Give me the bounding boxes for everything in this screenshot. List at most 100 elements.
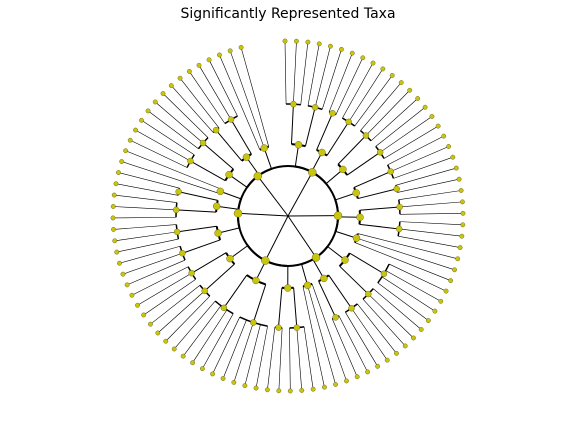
clade-node [329,110,336,117]
branch-line [293,287,298,328]
branch-line [177,225,217,233]
leaf-node [432,308,438,314]
branch-line [190,160,226,182]
leaf-node [287,388,293,394]
branch-line [114,231,178,242]
branch-line [393,156,453,179]
leaf-node [438,298,444,304]
branch-line [335,57,364,115]
clade-node [233,209,243,218]
branch-line [351,308,388,361]
branch-line [212,316,241,375]
clade-node [318,148,326,157]
leaf-node [457,245,463,250]
branch-line [257,175,289,217]
clade-node [380,270,388,277]
branch-line [130,139,188,168]
leaf-node [242,383,248,389]
clade-node [348,305,355,312]
leaf-node [171,346,177,352]
leaf-node [119,159,125,164]
branch-line [113,206,177,211]
clade-node [242,153,251,161]
clade-node [365,290,372,298]
branch-line [174,300,216,350]
leaf-node [155,330,161,336]
leaf-node [375,363,380,369]
branch-line [354,242,451,281]
branch-line [171,85,214,133]
clade-node [216,187,225,196]
branch-line [360,82,402,131]
clade-node [293,324,301,331]
branch-line [362,298,406,347]
clade-node [387,168,394,175]
leaf-node [394,350,399,356]
leaf-node [316,41,322,47]
leaf-node [110,204,116,209]
branch-line [342,62,374,119]
leaf-node [117,260,122,266]
leaf-node [294,38,299,44]
leaf-node [113,181,119,187]
clade-node [341,256,349,264]
chart-title: Significantly Represented Taxa [180,6,396,22]
branch-line [375,107,426,147]
leaf-node [133,127,138,133]
branch-line [178,191,218,201]
branch-line [192,309,228,363]
leaf-node [328,43,333,49]
clade-node [212,126,220,134]
branch-line [399,213,463,215]
clade-node [308,168,317,177]
branch-line [331,318,358,377]
branch-line [143,279,196,316]
branch-line [155,101,204,144]
leaf-node [398,80,404,85]
branch-line [240,47,269,147]
branch-line [222,319,247,379]
branch-line [379,116,433,153]
leaf-node [411,335,416,341]
branch-line [191,252,227,274]
leaf-node [110,215,116,221]
branch-line [398,235,461,248]
branch-line [208,59,238,117]
branch-line [233,322,254,383]
leaf-node [265,387,270,393]
leaf-node [163,338,169,344]
clade-node [260,144,268,152]
branch-line [356,237,455,271]
leaf-node [422,104,428,110]
branch-line [223,274,248,309]
branch-line [252,284,267,323]
branch-line [359,206,400,211]
branch-line [219,54,261,150]
leaf-node [448,278,454,283]
branch-line [399,228,462,237]
branch-line [157,290,205,334]
branch-line [326,121,350,156]
leaf-node [124,282,130,288]
leaf-node [120,271,126,277]
clade-node [345,118,352,126]
branch-line [267,327,276,390]
leaf-node [456,176,462,182]
leaf-node [349,50,355,56]
branch-line [230,119,252,155]
leaf-node [354,374,360,380]
leaf-node [429,114,435,119]
clade-node [226,254,234,263]
leaf-node [443,288,449,294]
branch-line [116,238,179,253]
branch-line [395,167,457,186]
leaf-node [441,133,447,139]
clade-node [393,185,400,193]
leaf-node [407,87,413,93]
branch-line [165,295,210,342]
clade-node [339,165,347,174]
leaf-node [238,44,244,50]
branch-line [321,49,342,110]
branch-line [176,209,217,213]
clade-node [396,203,403,211]
